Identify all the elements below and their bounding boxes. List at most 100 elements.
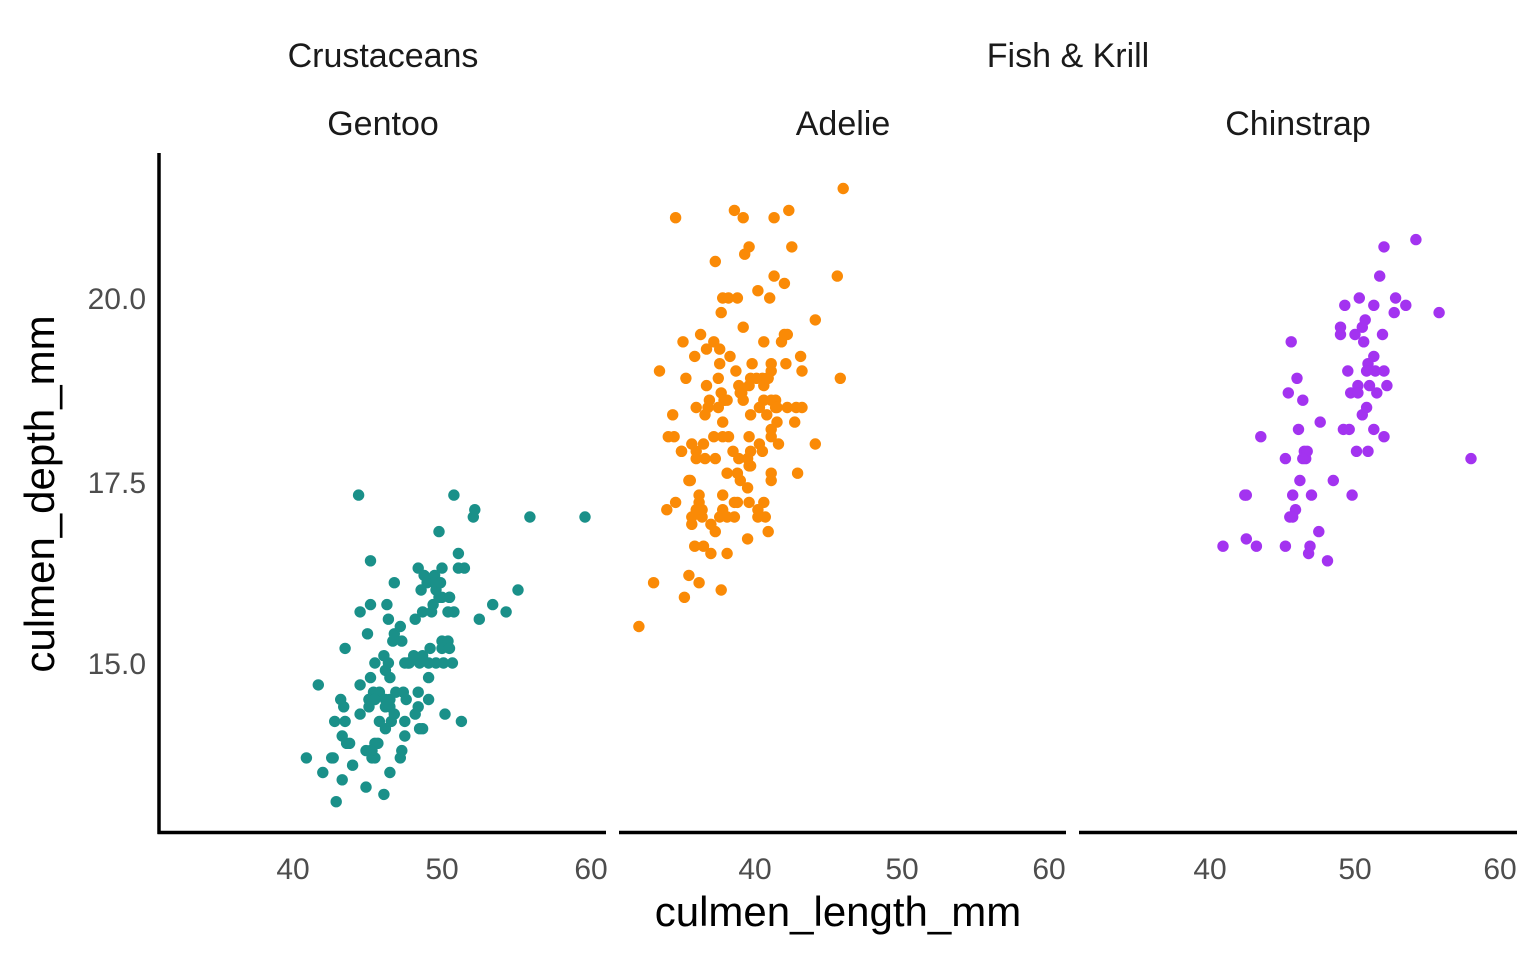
data-point-adelie	[669, 212, 682, 224]
data-point-chinstrap	[1343, 423, 1355, 436]
data-point-adelie	[675, 445, 688, 457]
data-point-adelie	[744, 445, 757, 457]
data-point-adelie	[781, 328, 793, 341]
data-point-gentoo	[524, 511, 536, 523]
data-point-chinstrap	[1287, 489, 1299, 501]
data-point-chinstrap	[1321, 555, 1334, 567]
data-point-adelie	[689, 350, 701, 363]
data-point-adelie	[778, 277, 791, 290]
data-point-adelie	[783, 204, 795, 217]
data-point-adelie	[717, 431, 729, 443]
data-point-adelie	[834, 372, 846, 384]
data-point-gentoo	[361, 628, 374, 640]
data-point-adelie	[758, 496, 770, 509]
data-point-gentoo	[369, 693, 381, 706]
data-point-adelie	[727, 445, 739, 457]
data-point-chinstrap	[1339, 299, 1351, 311]
data-point-chinstrap	[1378, 365, 1390, 377]
data-point-chinstrap	[1334, 321, 1347, 333]
data-point-adelie	[765, 358, 777, 370]
data-point-gentoo	[452, 547, 465, 560]
data-point-adelie	[721, 467, 733, 479]
data-point-adelie	[715, 306, 727, 319]
data-point-chinstrap	[1282, 387, 1295, 399]
data-point-chinstrap	[1358, 336, 1370, 348]
data-point-gentoo	[437, 657, 450, 669]
data-point-adelie	[697, 438, 710, 450]
data-point-adelie	[669, 496, 682, 509]
data-point-chinstrap	[1279, 452, 1292, 465]
data-point-chinstrap	[1297, 394, 1309, 406]
data-point-gentoo	[312, 679, 324, 691]
data-point-adelie	[653, 365, 666, 377]
data-point-adelie	[694, 328, 707, 341]
data-point-adelie	[730, 365, 742, 377]
data-point-chinstrap	[1302, 547, 1315, 560]
scatter-points	[300, 182, 1477, 808]
data-point-chinstrap	[1353, 292, 1366, 304]
x-tick-label: 40	[1193, 853, 1226, 886]
data-point-chinstrap	[1342, 365, 1354, 377]
data-point-gentoo	[382, 613, 395, 625]
data-point-chinstrap	[1346, 489, 1358, 501]
data-point-adelie	[728, 511, 741, 523]
data-point-gentoo	[364, 598, 377, 611]
data-point-gentoo	[360, 781, 372, 793]
data-point-chinstrap	[1240, 489, 1253, 501]
data-point-chinstrap	[1314, 416, 1326, 428]
data-point-chinstrap	[1360, 365, 1373, 377]
data-point-adelie	[831, 270, 843, 282]
data-point-adelie	[809, 438, 821, 450]
data-point-gentoo	[388, 708, 400, 720]
data-point-chinstrap	[1217, 540, 1229, 552]
data-point-chinstrap	[1279, 540, 1292, 552]
data-point-gentoo	[338, 701, 350, 713]
data-point-adelie	[762, 525, 774, 538]
data-point-chinstrap	[1400, 299, 1412, 311]
data-point-gentoo	[399, 715, 411, 728]
data-point-adelie	[647, 577, 660, 589]
data-point-adelie	[741, 482, 754, 494]
x-tick-label: 60	[1483, 853, 1516, 886]
x-tick-label: 50	[1338, 853, 1371, 886]
data-point-gentoo	[412, 686, 424, 698]
data-point-chinstrap	[1376, 328, 1389, 341]
data-point-gentoo	[382, 657, 395, 669]
data-point-adelie	[683, 569, 695, 582]
data-point-adelie	[796, 401, 808, 414]
data-point-gentoo	[346, 759, 359, 771]
data-point-adelie	[700, 343, 713, 355]
data-point-chinstrap	[1305, 489, 1318, 501]
data-point-adelie	[690, 401, 702, 414]
data-point-adelie	[756, 445, 769, 457]
data-point-chinstrap	[1369, 365, 1382, 377]
data-point-gentoo	[418, 569, 430, 582]
data-point-chinstrap	[1294, 474, 1306, 487]
data-point-adelie	[780, 358, 792, 370]
data-point-gentoo	[384, 671, 396, 684]
data-point-gentoo	[384, 766, 396, 779]
data-point-adelie	[765, 474, 777, 487]
data-point-chinstrap	[1292, 423, 1305, 436]
data-point-adelie	[752, 285, 764, 297]
x-axis-title: culmen_length_mm	[655, 888, 1022, 935]
data-point-gentoo	[434, 577, 447, 589]
data-point-chinstrap	[1285, 336, 1297, 348]
data-point-adelie	[789, 416, 801, 428]
data-point-adelie	[786, 241, 798, 253]
data-point-gentoo	[446, 657, 459, 669]
data-point-adelie	[700, 379, 713, 392]
data-point-adelie	[753, 401, 766, 414]
data-point-gentoo	[364, 555, 377, 567]
y-tick-label: 17.5	[88, 467, 146, 500]
data-point-gentoo	[433, 591, 445, 603]
data-point-chinstrap	[1465, 452, 1477, 465]
data-point-gentoo	[469, 504, 481, 516]
data-point-gentoo	[422, 657, 435, 669]
group-header-crustaceans: Crustaceans	[288, 37, 479, 75]
data-point-adelie	[699, 452, 711, 465]
data-point-adelie	[809, 314, 821, 326]
data-point-adelie	[715, 584, 727, 596]
data-point-gentoo	[413, 723, 426, 735]
y-axis-title: culmen_depth_mm	[16, 315, 63, 672]
